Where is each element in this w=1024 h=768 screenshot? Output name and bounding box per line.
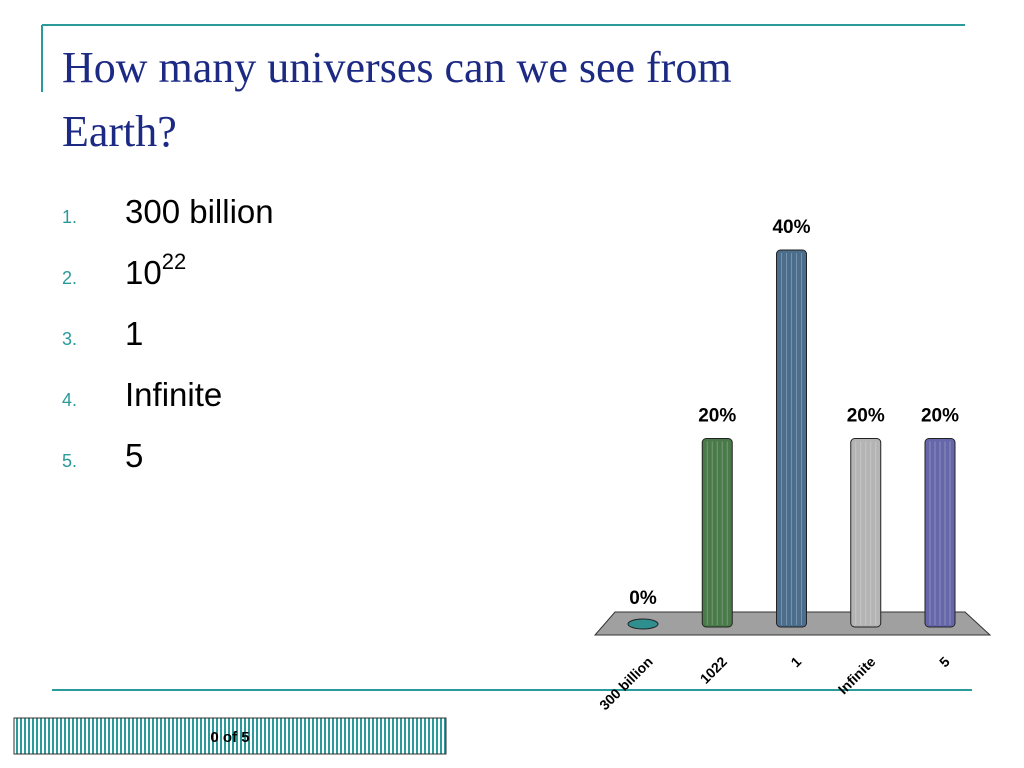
bar — [776, 249, 807, 628]
list-item-text: Infinite — [125, 376, 222, 413]
bar — [924, 438, 956, 628]
list-item: 1 — [125, 315, 143, 352]
data-label: 20% — [847, 406, 885, 427]
list-item-text: 1 — [125, 315, 143, 352]
list-item-sup: 22 — [162, 249, 186, 274]
title: Earth? — [62, 107, 177, 156]
list-number: 4. — [62, 390, 77, 410]
counter-bar — [13, 717, 447, 755]
x-tick-label: 300 billion — [596, 653, 656, 713]
list-item-text: 300 billion — [125, 193, 274, 230]
x-tick-label: 1 — [787, 653, 804, 670]
title: How many universes can we see from — [62, 43, 732, 92]
bar — [850, 438, 882, 628]
data-label: 40% — [772, 217, 810, 238]
list-item: 5 — [125, 437, 143, 474]
list-item-text: 10 — [125, 254, 162, 291]
x-tick-label: 5 — [936, 653, 953, 670]
list-number: 2. — [62, 268, 77, 288]
bar — [701, 438, 733, 628]
list-item: 1022 — [125, 249, 186, 291]
list-number: 3. — [62, 329, 77, 349]
list-number: 5. — [62, 451, 77, 471]
data-label: 20% — [698, 406, 736, 427]
x-tick-label: 1022 — [697, 653, 730, 686]
list-item: Infinite — [125, 376, 222, 413]
bar — [627, 618, 659, 630]
data-label: 0% — [629, 588, 657, 609]
data-label: 20% — [921, 406, 959, 427]
counter: 0 of 5 — [210, 729, 249, 746]
list-item: 300 billion — [125, 193, 274, 230]
list-item-text: 5 — [125, 437, 143, 474]
list-number: 1. — [62, 207, 77, 227]
